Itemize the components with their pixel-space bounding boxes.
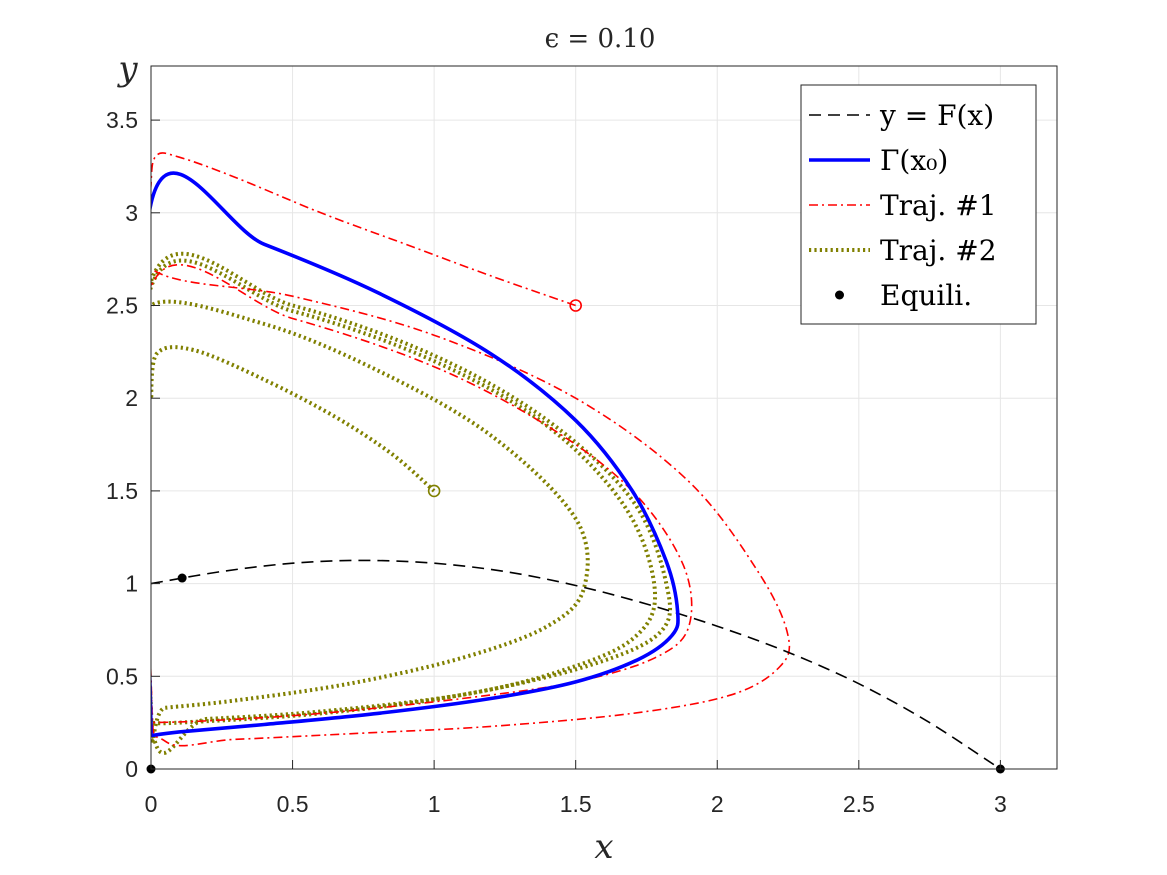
legend-label-4: Equili. bbox=[880, 279, 972, 312]
y-tick-label: 3.5 bbox=[106, 107, 138, 133]
ticks bbox=[150, 119, 1001, 770]
y-tick-label: 1 bbox=[125, 571, 138, 597]
axes-box bbox=[150, 65, 1058, 770]
equilibrium-point bbox=[177, 573, 187, 583]
chart-title: ϵ = 0.10 bbox=[545, 24, 656, 54]
x-tick-label: 1 bbox=[428, 791, 441, 817]
x-axis-label: x bbox=[594, 827, 613, 867]
x-tick-label: 2.5 bbox=[843, 791, 875, 817]
legend-label-1: Γ(x₀) bbox=[880, 144, 948, 177]
x-tick-label: 0.5 bbox=[277, 791, 309, 817]
legend-sample-4 bbox=[835, 290, 844, 300]
legend-label-2: Traj. #1 bbox=[880, 189, 997, 222]
series-line-1 bbox=[151, 171, 680, 738]
tick-labels: 0 0.5 1 1.5 2 2.5 3 0 0.5 1 1.5 2 2.5 3 3.5 bbox=[106, 107, 1007, 817]
y-tick-label: 2.5 bbox=[106, 293, 138, 319]
legend: y = F(x) Γ(x₀) Traj. #1 Traj. #2 Equili. bbox=[800, 84, 1037, 325]
y-tick-label: 3 bbox=[125, 200, 138, 226]
y-tick-label: 0.5 bbox=[106, 663, 138, 689]
y-tick-label: 0 bbox=[125, 756, 138, 782]
x-tick-label: 2 bbox=[711, 791, 724, 817]
y-tick-label: 2 bbox=[125, 385, 138, 411]
start-marker bbox=[569, 299, 582, 312]
legend-label-0: y = F(x) bbox=[879, 99, 994, 132]
x-tick-label: 0 bbox=[145, 791, 158, 817]
series-line-2 bbox=[151, 152, 791, 747]
y-tick-label: 1.5 bbox=[106, 478, 138, 504]
x-tick-label: 3 bbox=[994, 791, 1007, 817]
start-marker bbox=[427, 484, 441, 498]
x-tick-label: 1.5 bbox=[560, 791, 592, 817]
series-line-0 bbox=[151, 559, 1001, 769]
series-line-3 bbox=[151, 251, 673, 755]
y-axis-label: y bbox=[116, 49, 138, 89]
legend-label-3: Traj. #2 bbox=[880, 234, 997, 267]
legend-box bbox=[800, 84, 1037, 325]
plot-area bbox=[146, 152, 1005, 774]
